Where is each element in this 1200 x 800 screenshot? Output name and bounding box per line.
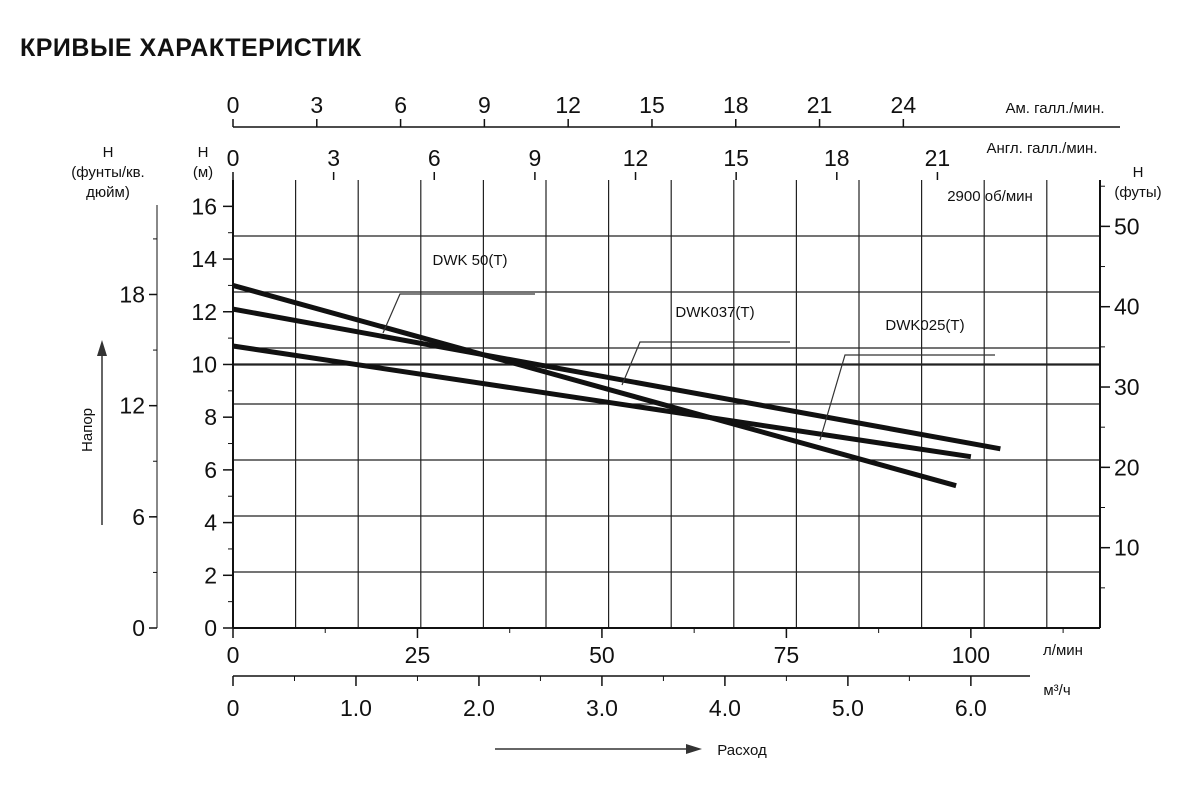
x-imp-gpm-tick-label: 3 [327, 145, 340, 171]
series-label-1: DWK037(T) [675, 304, 754, 321]
x-us-gpm-tick-label: 9 [478, 92, 491, 118]
y-psi-tick-label: 18 [119, 281, 145, 307]
x-lmin-tick-label: 100 [952, 642, 990, 668]
x-m3h-axis-label: м³/ч [1043, 682, 1070, 699]
y-ft-tick-label: 10 [1114, 535, 1140, 561]
x-lmin-tick-label: 75 [774, 642, 800, 668]
flow-arrow-head [686, 744, 702, 754]
y-m-axis-label: (м) [193, 164, 213, 181]
x-m3h-tick-label: 3.0 [586, 695, 618, 721]
x-us-gpm-tick-label: 12 [555, 92, 581, 118]
head-axis-label: Напор [79, 408, 96, 452]
x-us-gpm-tick-label: 6 [394, 92, 407, 118]
y-m-axis-label: H [198, 144, 209, 161]
labels: 2900 об/мин H (фунты/кв. дюйм) H (м) H (футы) На… [71, 144, 1161, 759]
speed-note: 2900 об/мин [947, 188, 1033, 205]
y-m-tick-label: 2 [204, 562, 217, 588]
series-leader-2 [819, 354, 995, 441]
y-ft-axis-label: H [1133, 164, 1144, 181]
page-title: КРИВЫЕ ХАРАКТЕРИСТИК [20, 34, 362, 62]
x-imp-gpm-tick-label: 6 [428, 145, 441, 171]
series-leader-0 [382, 293, 535, 334]
y-m-tick-label: 6 [204, 457, 217, 483]
y-m-tick-label: 8 [204, 404, 217, 430]
series-line-2 [232, 343, 972, 460]
x-us-gpm-tick-label: 0 [227, 92, 240, 118]
x-lmin-tick-label: 0 [227, 642, 240, 668]
x-us-gpm-axis-label: Ам. галл./мин. [1005, 100, 1104, 117]
y-ft-tick-label: 20 [1114, 454, 1140, 480]
y-psi-tick-label: 0 [132, 615, 145, 641]
x-us-gpm-tick-label: 15 [639, 92, 665, 118]
y-ft-tick-label: 50 [1114, 213, 1140, 239]
plot-grid [233, 180, 1100, 628]
y-psi-tick-label: 12 [119, 393, 145, 419]
x-lmin-tick-label: 50 [589, 642, 615, 668]
y-m-tick-label: 12 [191, 299, 217, 325]
head-arrow-head [97, 340, 107, 356]
x-imp-gpm-tick-label: 18 [824, 145, 850, 171]
y-m-tick-label: 4 [204, 510, 217, 536]
x-imp-gpm-tick-label: 21 [925, 145, 951, 171]
y-m-tick-label: 16 [191, 193, 217, 219]
series-label-2: DWK025(T) [885, 317, 964, 334]
x-imp-gpm-axis-label: Англ. галл./мин. [987, 140, 1098, 157]
x-us-gpm-tick-label: 18 [723, 92, 749, 118]
x-m3h-tick-label: 2.0 [463, 695, 495, 721]
y-psi-axis-label: дюйм) [86, 184, 130, 201]
y-m-tick-label: 10 [191, 351, 217, 377]
y-ft-tick-label: 30 [1114, 374, 1140, 400]
x-lmin-axis-label: л/мин [1043, 642, 1083, 659]
x-imp-gpm-tick-label: 15 [723, 145, 749, 171]
x-us-gpm-tick-label: 24 [891, 92, 917, 118]
curves [232, 283, 1001, 489]
y-psi-axis-label: H [103, 144, 114, 161]
y-ft-axis-label: (футы) [1114, 184, 1161, 201]
plot-frame [232, 180, 1101, 629]
series-line-1 [232, 306, 1001, 452]
x-m3h-tick-label: 4.0 [709, 695, 741, 721]
series-line-0 [232, 283, 957, 489]
flow-axis-label: Расход [717, 742, 767, 759]
x-imp-gpm-tick-label: 12 [623, 145, 649, 171]
y-ft-tick-label: 40 [1114, 294, 1140, 320]
x-m3h-tick-label: 0 [227, 695, 240, 721]
y-m-tick-label: 0 [204, 615, 217, 641]
x-lmin-tick-label: 25 [405, 642, 431, 668]
y-m-tick-label: 14 [191, 246, 217, 272]
x-imp-gpm-tick-label: 9 [529, 145, 542, 171]
x-us-gpm-tick-label: 3 [310, 92, 323, 118]
x-us-gpm-tick-label: 21 [807, 92, 833, 118]
series-label-0: DWK 50(T) [433, 252, 508, 269]
x-imp-gpm-tick-label: 0 [227, 145, 240, 171]
series-leader-1 [621, 341, 790, 386]
x-m3h-tick-label: 5.0 [832, 695, 864, 721]
y-psi-tick-label: 6 [132, 504, 145, 530]
x-m3h-tick-label: 6.0 [955, 695, 987, 721]
x-m3h-tick-label: 1.0 [340, 695, 372, 721]
y-psi-axis-label: (фунты/кв. [71, 164, 144, 181]
